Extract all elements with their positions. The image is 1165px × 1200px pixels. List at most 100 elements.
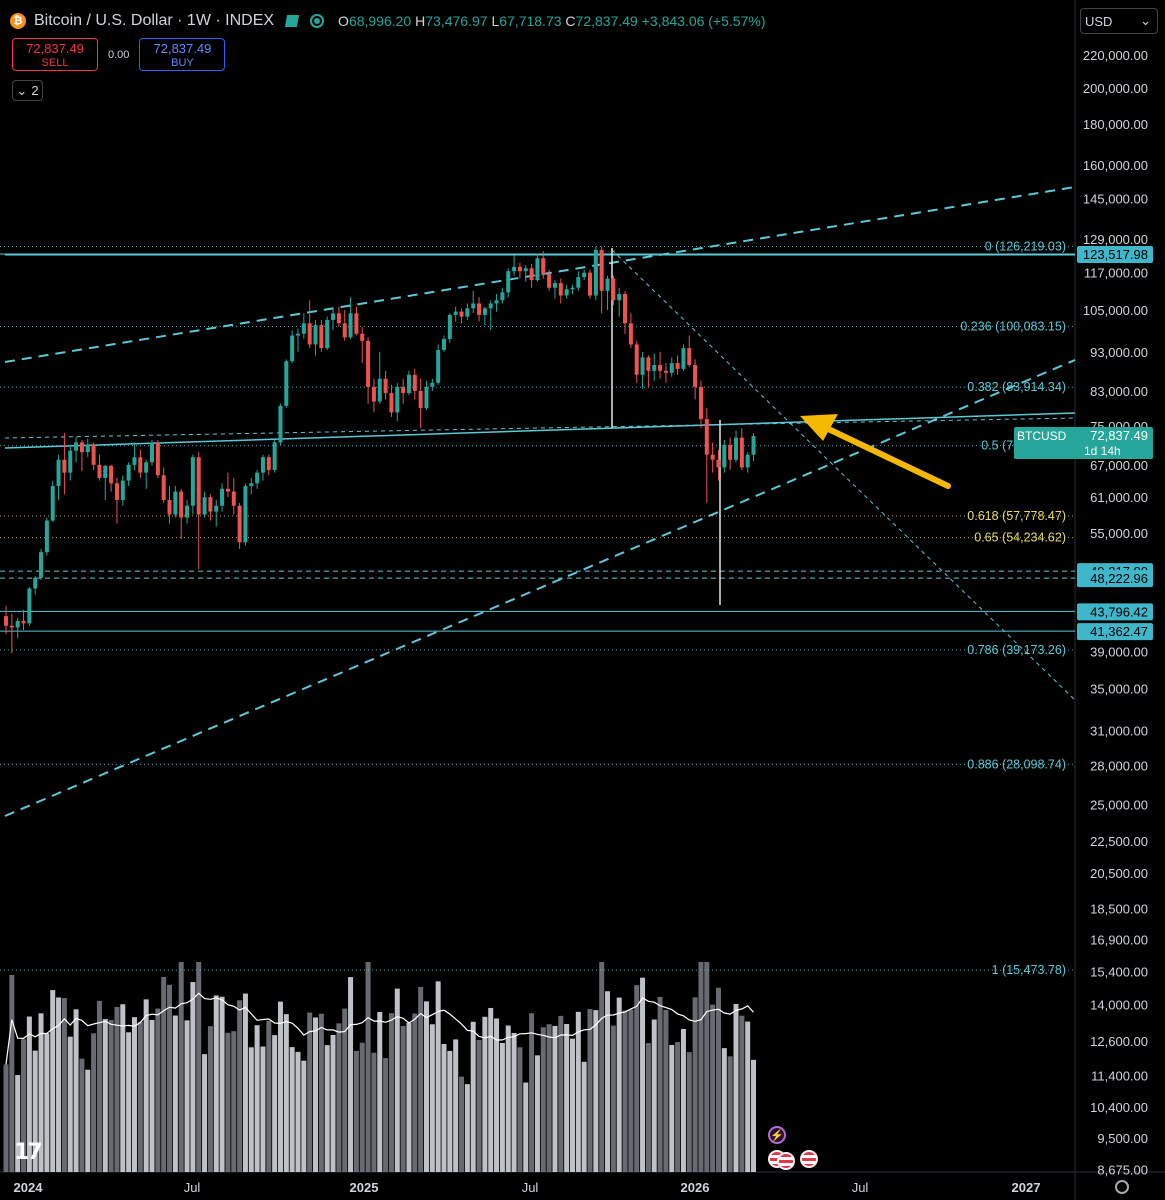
volume-bar <box>429 1024 435 1172</box>
candle-body <box>558 283 563 296</box>
candle-body <box>424 386 429 409</box>
change-value: +3,843.06 (+5.57%) <box>641 13 766 29</box>
live-status-icon[interactable] <box>310 14 325 28</box>
candle-body <box>249 483 254 487</box>
volume-bar <box>581 1061 587 1172</box>
last-price-symbol: BTCUSD <box>1017 429 1067 443</box>
price-tick-label: 11,400.00 <box>1091 1068 1148 1083</box>
volume-bar <box>289 1047 295 1172</box>
volume-bar <box>616 997 622 1172</box>
candle-body <box>442 339 446 350</box>
currency-select[interactable]: USD ⌄ <box>1080 8 1158 34</box>
trendlines[interactable] <box>4 186 1076 817</box>
sell-button[interactable]: 72,837.49 SELL <box>12 38 98 71</box>
price-badge-label: 43,796.42 <box>1090 604 1148 619</box>
time-axis[interactable]: 2024 Jul 2025 Jul 2026 Jul 2027 <box>14 1180 1041 1195</box>
volume-bar <box>114 1006 120 1172</box>
volume-bar <box>488 1007 494 1172</box>
gear-icon[interactable] <box>1115 1180 1129 1194</box>
volume-bar <box>628 1009 634 1172</box>
volume-bar <box>120 1004 126 1172</box>
volume-bar <box>412 1013 418 1172</box>
volume-bar <box>523 1082 529 1172</box>
volume-bar <box>248 1047 254 1172</box>
fib-level-label: 0.382 (83,914.34) <box>967 380 1066 394</box>
volume-bar <box>260 1046 266 1172</box>
price-tick-label: 200,000.00 <box>1083 81 1148 96</box>
candle-body <box>576 277 581 288</box>
buy-button[interactable]: 72,837.49 BUY <box>139 38 226 71</box>
volume-bar <box>680 1028 686 1172</box>
candle-body <box>593 249 598 296</box>
volume-bar <box>3 1064 9 1172</box>
price-badge-label: 48,222.96 <box>1090 571 1148 586</box>
candle-body <box>120 480 125 501</box>
candle-body <box>225 488 230 492</box>
annotation-arrow-head <box>800 414 838 441</box>
candle-body <box>190 457 195 506</box>
volume-bar <box>190 982 196 1172</box>
volume-bar <box>441 1044 447 1172</box>
candle-body <box>722 444 727 468</box>
volume-bar <box>529 1013 535 1172</box>
volume-bar <box>587 1009 593 1172</box>
flag-icon[interactable] <box>284 15 300 27</box>
price-axis[interactable]: 220,000.00 200,000.00 180,000.00 160,000.00… <box>1014 48 1153 1177</box>
candle-body <box>477 303 482 315</box>
candle-body <box>126 464 131 481</box>
candle-body <box>465 308 470 317</box>
price-badge <box>1077 623 1153 641</box>
volume-bar <box>418 986 424 1172</box>
tradingview-logo[interactable]: 17 <box>14 1140 43 1165</box>
time-tick-label: Jul <box>522 1180 539 1195</box>
candle-body <box>605 278 610 291</box>
candle-body <box>307 323 312 345</box>
volume-bar <box>593 1010 599 1172</box>
volume-bar <box>301 1060 307 1172</box>
us-flag-event-icon[interactable] <box>777 1152 795 1170</box>
candle-body <box>138 457 143 473</box>
volume-bar <box>558 1015 564 1172</box>
price-tick-label: 39,000.00 <box>1090 644 1148 659</box>
candle-body <box>325 319 330 349</box>
last-price-value: 72,837.49 <box>1090 428 1148 443</box>
volume-bar <box>172 1015 178 1172</box>
chevron-down-icon: ⌄ <box>16 82 28 98</box>
volume-layer <box>3 962 757 1172</box>
price-tick-label: 20,500.00 <box>1090 866 1148 881</box>
volume-bar <box>149 1019 155 1172</box>
volume-bar <box>371 1052 377 1172</box>
candle-body <box>541 258 546 275</box>
candle-body <box>220 488 225 506</box>
candle-body <box>389 393 394 413</box>
candle-body <box>628 323 633 345</box>
symbol-title[interactable]: Bitcoin / U.S. Dollar · 1W · INDEX <box>34 12 275 29</box>
volume-bar <box>715 987 721 1172</box>
fib-level-label: 0.65 (54,234.62) <box>974 531 1066 545</box>
candle-body <box>687 348 692 366</box>
us-flag-event-icon[interactable] <box>800 1150 818 1168</box>
fib-levels[interactable]: 0 (126,219.03) 0.236 (100,083.15) 0.382 (8… <box>0 240 1075 977</box>
lightning-event-icon[interactable]: ⚡ <box>768 1126 786 1144</box>
annotations[interactable] <box>800 414 951 489</box>
volume-bar <box>634 985 640 1172</box>
candle-body <box>693 365 698 387</box>
candle-body <box>698 386 703 420</box>
candle-body <box>290 335 295 362</box>
symbol-header[interactable]: ₿ Bitcoin / U.S. Dollar · 1W · INDEX O68… <box>10 8 766 34</box>
volume-bar <box>470 1021 476 1172</box>
candle-body <box>354 313 359 334</box>
candle-body <box>114 483 119 501</box>
volume-bar <box>184 1020 190 1172</box>
candle-body <box>459 311 464 317</box>
spread-value: 0.00 <box>108 48 130 61</box>
candle-body <box>91 444 96 465</box>
volume-bar <box>435 981 441 1172</box>
price-tick-label: 145,000.00 <box>1083 192 1148 207</box>
indicators-toggle[interactable]: ⌄ 2 <box>12 80 43 101</box>
price-tick-label: 12,600.00 <box>1090 1034 1148 1049</box>
candle-body <box>552 283 557 288</box>
volume-bar <box>710 1004 716 1172</box>
volume-bar <box>32 1050 38 1172</box>
